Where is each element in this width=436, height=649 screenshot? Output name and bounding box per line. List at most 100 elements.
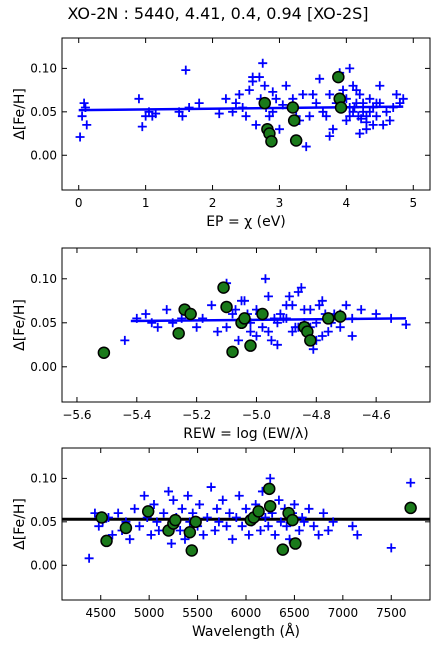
cross-point <box>202 512 212 522</box>
cross-point <box>139 491 149 501</box>
y-tick-label: 0.00 <box>30 360 57 374</box>
cross-point <box>315 74 325 84</box>
circle-point <box>97 346 111 359</box>
circle-point <box>332 70 345 84</box>
cross-point <box>238 102 248 112</box>
cross-point <box>168 495 178 505</box>
x-tick-label: 1 <box>142 196 150 210</box>
cross-point <box>281 81 291 91</box>
cross-point <box>234 89 244 99</box>
cross-point <box>113 508 123 518</box>
x-tick-label: −5.4 <box>122 408 151 422</box>
chart-panel-1: 0 1 2 3 4 5 0.00 0.05 0.10 EP = χ (eV) Δ[Fe/H] <box>12 37 431 230</box>
y-tick-label: 0.05 <box>30 316 57 330</box>
y-tick-label: 0.05 <box>30 105 57 119</box>
chart-panel-2: −5.6 −5.4 −5.2 −5.0 −4.8 −4.6 0.00 0.05 0.10 REW … <box>12 247 431 442</box>
cross-point <box>244 85 254 95</box>
circle-point <box>220 300 233 314</box>
cross-point <box>241 111 251 121</box>
cross-point <box>134 521 144 531</box>
cross-point <box>214 109 224 119</box>
cross-point <box>297 512 307 522</box>
cross-point <box>164 486 174 496</box>
cross-point <box>325 89 335 99</box>
x-axis-label: Wavelength (Å) <box>192 623 300 640</box>
cross-point <box>251 120 261 130</box>
cross-point <box>274 495 284 505</box>
cross-point <box>314 300 324 310</box>
cross-point <box>192 322 202 332</box>
cross-point <box>231 305 241 315</box>
x-tick-label: 7000 <box>328 606 359 620</box>
cross-point <box>80 102 90 112</box>
cross-point <box>125 534 135 544</box>
cross-point <box>375 81 385 91</box>
cross-point <box>141 309 151 319</box>
cross-point <box>317 331 327 341</box>
cross-point <box>134 94 144 104</box>
cross-point <box>234 491 244 501</box>
chart-panel-3: 4500 5000 5500 6000 6500 7000 7500 0.00 0.05 0.10… <box>12 447 431 640</box>
circle-point <box>404 501 417 515</box>
cross-point <box>237 296 247 306</box>
x-tick-label: 5 <box>409 196 417 210</box>
cross-point <box>371 111 381 121</box>
cross-point <box>177 111 187 121</box>
cross-point <box>314 530 324 540</box>
cross-point <box>299 305 309 315</box>
cross-point <box>218 495 228 505</box>
y-tick-label: 0.05 <box>30 515 57 529</box>
cross-point <box>183 491 193 501</box>
cross-point <box>212 504 222 514</box>
y-axis-label: Δ[Fe/H] <box>12 498 28 550</box>
circle-point <box>304 334 317 347</box>
cross-point <box>222 521 232 531</box>
circle-point <box>169 513 182 527</box>
cross-point <box>213 327 223 337</box>
y-tick-label: 0.10 <box>30 272 57 286</box>
cross-point <box>347 331 357 341</box>
cross-point <box>278 313 288 323</box>
circle-point <box>185 544 199 557</box>
x-tick-label: −4.8 <box>302 408 331 422</box>
circle-point <box>119 521 133 535</box>
x-tick-label: 4 <box>343 196 351 210</box>
cross-point <box>382 107 392 117</box>
cross-point <box>368 120 378 130</box>
circle-point <box>189 515 202 529</box>
cross-point <box>154 526 164 536</box>
cross-point <box>348 521 358 531</box>
cross-point <box>401 320 411 330</box>
cross-point <box>166 539 176 549</box>
cross-point <box>107 530 117 540</box>
cross-point <box>271 94 281 104</box>
cross-point <box>198 530 208 540</box>
cross-point <box>386 313 396 323</box>
circle-point <box>256 307 269 321</box>
cross-point <box>210 526 220 536</box>
cross-point <box>325 131 335 141</box>
cross-point <box>385 116 395 126</box>
cross-point <box>260 274 270 284</box>
cross-point <box>120 335 130 345</box>
cross-point <box>323 526 333 536</box>
cross-point <box>194 98 204 108</box>
cross-point <box>245 327 255 337</box>
cross-point <box>168 318 178 328</box>
cross-point <box>263 327 273 337</box>
cross-point <box>321 111 331 121</box>
cross-point <box>222 322 232 332</box>
cross-point <box>347 313 357 323</box>
cross-point <box>241 504 251 514</box>
circle-point <box>265 135 278 148</box>
cross-point <box>365 94 375 104</box>
circle-point <box>100 534 113 548</box>
cross-point <box>341 300 351 310</box>
cross-point <box>406 478 416 488</box>
circle-point <box>244 339 257 352</box>
cross-point <box>328 517 338 527</box>
cross-point <box>181 65 191 75</box>
cross-point <box>299 517 309 527</box>
x-tick-label: 7500 <box>376 606 407 620</box>
